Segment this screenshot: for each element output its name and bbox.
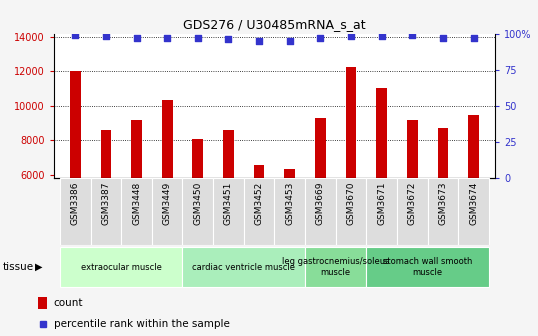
Text: tissue: tissue xyxy=(3,262,34,272)
Text: GSM3386: GSM3386 xyxy=(70,181,80,225)
Bar xyxy=(305,178,336,245)
Text: leg gastrocnemius/soleus
muscle: leg gastrocnemius/soleus muscle xyxy=(282,257,390,277)
Point xyxy=(71,32,80,38)
Text: GSM3387: GSM3387 xyxy=(101,181,110,225)
Bar xyxy=(90,178,121,245)
Text: GSM3669: GSM3669 xyxy=(316,181,325,225)
Bar xyxy=(376,88,387,278)
Bar xyxy=(274,178,305,245)
Bar xyxy=(152,178,182,245)
Point xyxy=(285,38,294,43)
Bar xyxy=(305,247,366,287)
Point xyxy=(194,35,202,41)
Bar xyxy=(70,71,81,278)
Point xyxy=(438,35,447,41)
Text: GSM3452: GSM3452 xyxy=(254,181,264,225)
Text: ▶: ▶ xyxy=(35,262,43,272)
Bar xyxy=(213,178,244,245)
Bar xyxy=(428,178,458,245)
Point xyxy=(469,35,478,41)
Bar xyxy=(254,165,264,278)
Bar xyxy=(366,178,397,245)
Text: GSM3670: GSM3670 xyxy=(346,181,356,225)
Point xyxy=(408,32,416,38)
Point xyxy=(224,37,233,42)
Text: stomach wall smooth
muscle: stomach wall smooth muscle xyxy=(383,257,472,277)
Point xyxy=(102,34,110,39)
Bar xyxy=(223,130,234,278)
Text: count: count xyxy=(54,298,83,308)
Point xyxy=(255,38,264,43)
Point xyxy=(163,35,172,41)
Bar xyxy=(131,120,142,278)
Bar xyxy=(182,178,213,245)
Bar xyxy=(407,121,417,278)
Text: GSM3448: GSM3448 xyxy=(132,181,141,225)
Text: GSM3672: GSM3672 xyxy=(408,181,417,225)
Point xyxy=(316,35,324,41)
Bar xyxy=(397,178,428,245)
Bar xyxy=(38,297,47,309)
Bar xyxy=(345,67,356,278)
Bar xyxy=(60,247,182,287)
Bar xyxy=(60,178,90,245)
Title: GDS276 / U30485mRNA_s_at: GDS276 / U30485mRNA_s_at xyxy=(183,18,366,31)
Text: GSM3449: GSM3449 xyxy=(162,181,172,225)
Text: GSM3674: GSM3674 xyxy=(469,181,478,225)
Text: cardiac ventricle muscle: cardiac ventricle muscle xyxy=(192,263,295,271)
Bar xyxy=(162,100,173,278)
Point xyxy=(346,34,355,39)
Bar xyxy=(101,130,111,278)
Bar xyxy=(285,169,295,278)
Text: GSM3450: GSM3450 xyxy=(193,181,202,225)
Bar xyxy=(182,247,305,287)
Bar xyxy=(315,118,325,278)
Bar xyxy=(336,178,366,245)
Point xyxy=(377,34,386,39)
Bar xyxy=(366,247,489,287)
Text: percentile rank within the sample: percentile rank within the sample xyxy=(54,319,230,329)
Text: extraocular muscle: extraocular muscle xyxy=(81,263,161,271)
Bar xyxy=(468,115,479,278)
Text: GSM3671: GSM3671 xyxy=(377,181,386,225)
Text: GSM3673: GSM3673 xyxy=(438,181,448,225)
Text: GSM3451: GSM3451 xyxy=(224,181,233,225)
Text: GSM3453: GSM3453 xyxy=(285,181,294,225)
Bar xyxy=(437,128,448,278)
Bar xyxy=(244,178,274,245)
Bar xyxy=(121,178,152,245)
Point xyxy=(132,35,141,41)
Bar xyxy=(458,178,489,245)
Bar xyxy=(193,139,203,278)
